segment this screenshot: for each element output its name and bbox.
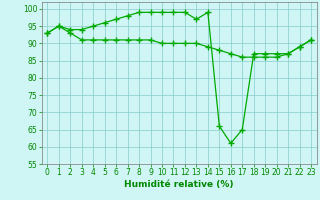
X-axis label: Humidité relative (%): Humidité relative (%) [124, 180, 234, 189]
